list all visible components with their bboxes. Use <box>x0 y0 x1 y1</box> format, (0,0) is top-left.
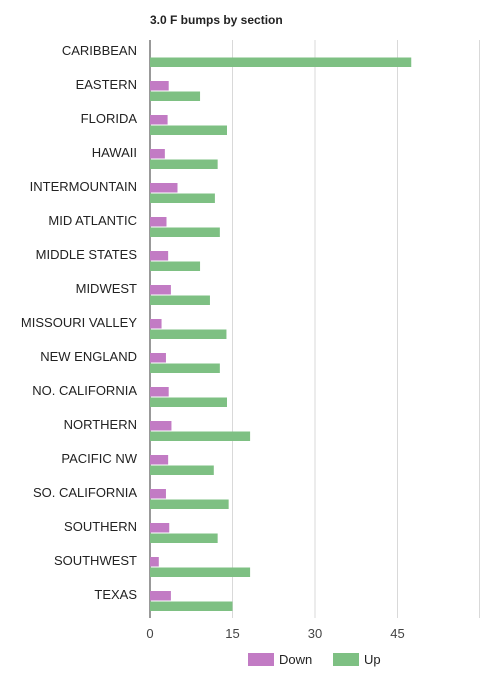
category-label: SOUTHWEST <box>54 553 137 568</box>
bar-up-7 <box>150 295 210 305</box>
category-label: NO. CALIFORNIA <box>32 383 137 398</box>
bar-up-9 <box>150 363 220 373</box>
x-tick-label: 15 <box>225 626 239 641</box>
bar-up-6 <box>150 261 201 271</box>
bar-up-8 <box>150 329 227 339</box>
category-label: MID ATLANTIC <box>48 213 137 228</box>
category-label: SO. CALIFORNIA <box>33 485 137 500</box>
category-label: INTERMOUNTAIN <box>30 179 137 194</box>
bar-down-4 <box>150 183 178 193</box>
bar-up-11 <box>150 431 251 441</box>
bar-marks <box>150 57 412 611</box>
bar-up-0 <box>150 57 412 67</box>
legend: Down Up <box>248 652 381 667</box>
bar-down-7 <box>150 285 171 295</box>
bar-up-5 <box>150 227 220 237</box>
bar-down-10 <box>150 387 169 397</box>
bar-down-16 <box>150 591 171 601</box>
bar-down-8 <box>150 319 162 329</box>
category-labels: CARIBBEAN EASTERN FLORIDA HAWAII INTERMOUNTA… <box>21 43 138 602</box>
category-label: EASTERN <box>76 77 137 92</box>
legend-label-down: Down <box>279 652 312 667</box>
legend-swatch-down <box>248 653 274 666</box>
category-label: CARIBBEAN <box>62 43 137 58</box>
bar-up-12 <box>150 465 214 475</box>
bar-down-6 <box>150 251 169 261</box>
bar-down-2 <box>150 115 168 125</box>
bar-up-16 <box>150 601 233 611</box>
bar-up-4 <box>150 193 215 203</box>
category-label: TEXAS <box>94 587 137 602</box>
category-label: PACIFIC NW <box>61 451 137 466</box>
bar-down-15 <box>150 557 159 567</box>
bar-up-14 <box>150 533 218 543</box>
x-tick-label: 0 <box>146 626 153 641</box>
category-label: HAWAII <box>92 145 137 160</box>
bar-down-14 <box>150 523 170 533</box>
bar-down-9 <box>150 353 166 363</box>
category-label: SOUTHERN <box>64 519 137 534</box>
x-tick-label: 45 <box>390 626 404 641</box>
bar-up-2 <box>150 125 227 135</box>
bar-down-12 <box>150 455 169 465</box>
category-label: MIDDLE STATES <box>36 247 138 262</box>
bar-up-13 <box>150 499 229 509</box>
x-tick-label: 30 <box>308 626 322 641</box>
legend-label-up: Up <box>364 652 381 667</box>
category-label: NORTHERN <box>64 417 137 432</box>
category-label: MIDWEST <box>76 281 137 296</box>
legend-swatch-up <box>333 653 359 666</box>
bar-up-1 <box>150 91 201 101</box>
bar-down-3 <box>150 149 165 159</box>
category-label: MISSOURI VALLEY <box>21 315 137 330</box>
bar-down-1 <box>150 81 169 91</box>
bar-up-10 <box>150 397 227 407</box>
category-label: NEW ENGLAND <box>40 349 137 364</box>
chart-title: 3.0 F bumps by section <box>150 13 283 27</box>
category-label: FLORIDA <box>81 111 138 126</box>
x-tick-labels: 0 15 30 45 <box>146 626 404 641</box>
bar-up-3 <box>150 159 218 169</box>
bar-down-13 <box>150 489 166 499</box>
bar-up-15 <box>150 567 251 577</box>
bar-down-11 <box>150 421 172 431</box>
bar-down-5 <box>150 217 167 227</box>
